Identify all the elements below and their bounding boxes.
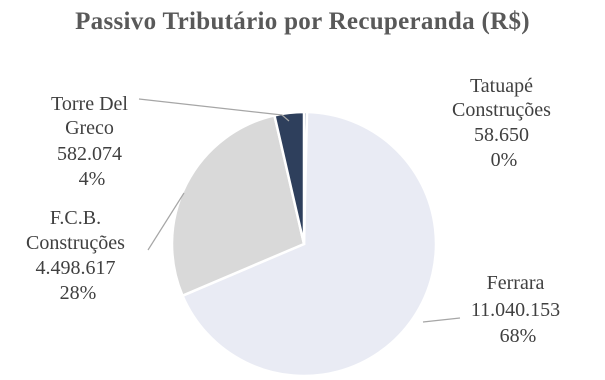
pie-slice-torre-del-greco — [272, 110, 306, 245]
leader-line-ferrara — [422, 317, 461, 323]
label-torre-percent: 4% — [79, 168, 106, 190]
label-tatuape-name1: Tatuapé — [470, 75, 533, 97]
label-ferrara-value: 11.040.153 — [471, 299, 560, 321]
label-fcb-percent: 28% — [60, 282, 97, 304]
label-torre: Torre Del Greco 582.074 4% — [51, 93, 133, 190]
label-tatuape-name2: Construções — [452, 99, 551, 121]
leader-line-torre — [138, 98, 290, 122]
pie-slices — [170, 110, 438, 378]
label-ferrara: Ferrara 11.040.153 68% — [471, 272, 565, 347]
label-fcb-name1: F.C.B. — [50, 207, 101, 229]
label-torre-value: 582.074 — [57, 143, 122, 165]
chart-title: Passivo Tributário por Recuperanda (R$) — [75, 8, 530, 35]
label-tatuape-value: 58.650 — [474, 124, 529, 146]
label-fcb-name2: Construções — [26, 232, 125, 254]
label-torre-name2: Greco — [65, 117, 114, 139]
label-fcb: F.C.B. Construções 4.498.617 28% — [26, 207, 130, 304]
label-ferrara-percent: 68% — [500, 325, 537, 347]
leader-lines — [138, 98, 461, 323]
label-tatuape-percent: 0% — [491, 149, 518, 171]
pie-slice-f-c-b-constru-es — [170, 113, 306, 298]
pie-slice-ferrara — [180, 110, 438, 378]
leader-line-fcb — [147, 192, 185, 251]
label-torre-name1: Torre Del — [51, 93, 128, 115]
label-fcb-value: 4.498.617 — [36, 257, 116, 279]
label-ferrara-name: Ferrara — [487, 272, 545, 294]
label-tatuape: Tatuapé Construções 58.650 0% — [452, 75, 556, 171]
